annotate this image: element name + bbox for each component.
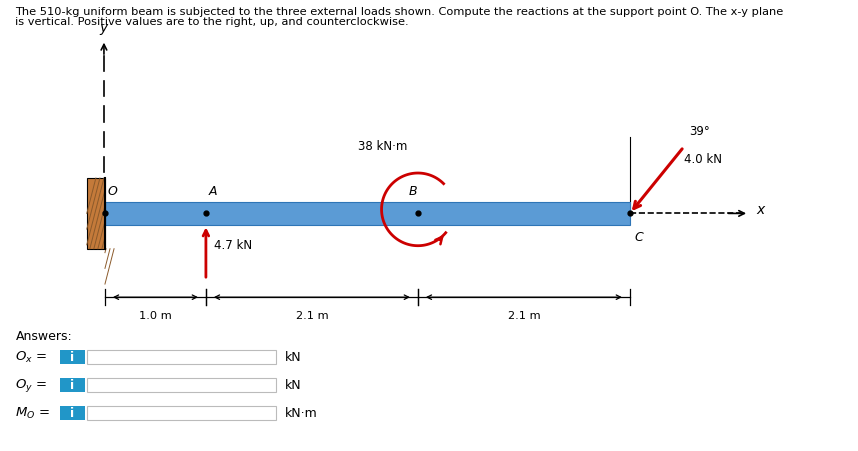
Text: B: B — [408, 185, 417, 198]
Text: Answers:: Answers: — [15, 329, 72, 342]
Text: y: y — [100, 21, 108, 35]
Bar — [88, 405, 276, 420]
Text: i: i — [70, 378, 75, 391]
Bar — [105, 203, 630, 225]
Text: i: i — [70, 406, 75, 419]
Text: 1.0 m: 1.0 m — [139, 311, 172, 321]
Text: i: i — [70, 350, 75, 364]
Text: 38 kN·m: 38 kN·m — [358, 139, 408, 152]
Text: 2.1 m: 2.1 m — [508, 311, 541, 321]
Text: The 510-kg uniform beam is subjected to the three external loads shown. Compute : The 510-kg uniform beam is subjected to … — [15, 7, 783, 17]
Bar — [88, 378, 276, 392]
Text: 4.0 kN: 4.0 kN — [684, 152, 722, 166]
Text: A: A — [209, 185, 217, 198]
Text: 4.7 kN: 4.7 kN — [214, 239, 252, 252]
Text: x: x — [756, 203, 764, 217]
Text: 39°: 39° — [689, 124, 710, 137]
Bar — [60, 405, 85, 420]
Text: $O_x$ =: $O_x$ = — [15, 350, 47, 364]
Bar — [60, 350, 85, 364]
Text: 2.1 m: 2.1 m — [296, 311, 329, 321]
Text: kN: kN — [286, 350, 302, 364]
Text: $O_y$ =: $O_y$ = — [15, 376, 47, 393]
Text: is vertical. Positive values are to the right, up, and counterclockwise.: is vertical. Positive values are to the … — [15, 17, 409, 27]
Text: $M_O$ =: $M_O$ = — [15, 405, 51, 420]
Text: O: O — [108, 185, 118, 198]
Text: kN: kN — [286, 378, 302, 391]
Bar — [88, 350, 276, 364]
Text: C: C — [635, 230, 644, 243]
Bar — [60, 378, 85, 392]
Bar — [87, 179, 105, 249]
Text: kN·m: kN·m — [286, 406, 318, 419]
